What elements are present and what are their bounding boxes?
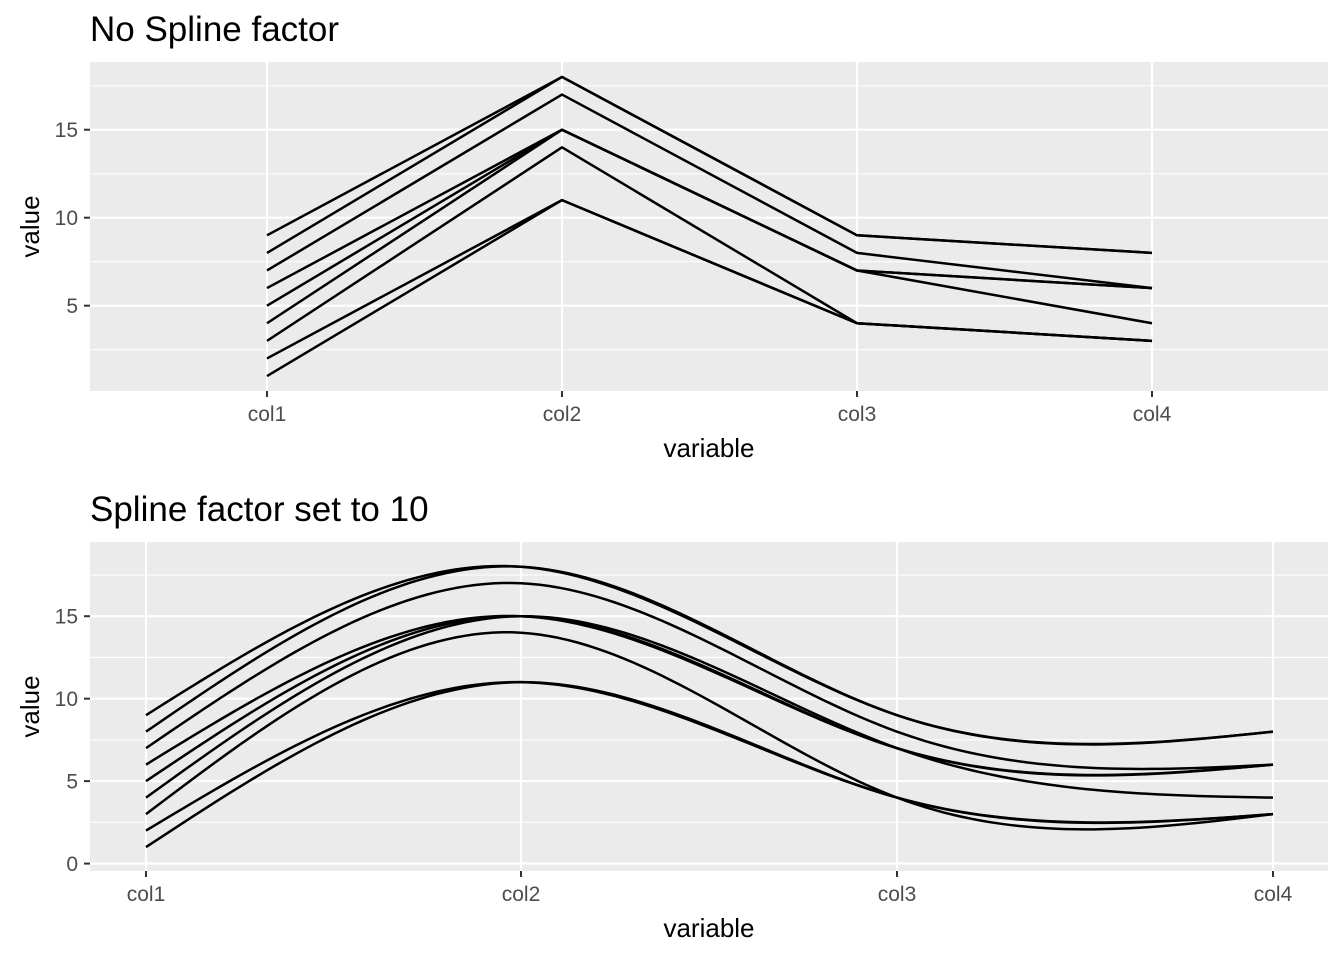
x-tick-label: col4 [1133,403,1172,426]
series-line-6 [145,614,1274,777]
x-tick-label: col4 [1254,883,1293,906]
series-line-3 [266,146,1153,343]
x-axis-title: variable [663,913,754,943]
chart-title: No Spline factor [90,10,339,49]
series-line-9 [266,75,1153,255]
series-lines [145,564,1274,849]
y-tick-label: 5 [66,295,78,318]
x-tick-label: col2 [543,403,582,426]
grid-lines [90,542,1328,871]
x-axis: col1 col2 col3 col4 [248,391,1172,426]
x-axis-title: variable [663,433,754,463]
x-tick-label: col1 [127,883,166,906]
series-line-9 [145,564,1274,746]
y-tick-label: 15 [55,606,78,629]
series-lines [266,75,1153,378]
x-tick-label: col2 [502,883,541,906]
series-line-6 [266,128,1153,290]
chart-title: Spline factor set to 10 [90,490,429,529]
y-tick-label: 0 [66,853,78,876]
series-line-4 [145,614,1274,799]
y-tick-label: 10 [55,207,78,230]
y-axis: 5 10 15 [55,119,90,318]
y-axis-title: value [15,195,45,257]
series-line-7 [266,93,1153,290]
series-line-7 [145,581,1274,771]
y-tick-label: 10 [55,688,78,711]
series-line-3 [145,631,1274,831]
x-axis: col1 col2 col3 col4 [127,871,1293,906]
y-axis-title: value [15,675,45,737]
y-axis: 0 5 10 15 [55,606,90,876]
series-line-2 [145,680,1274,832]
y-tick-label: 15 [55,119,78,142]
x-tick-label: col3 [878,883,917,906]
plot-background [90,62,1328,391]
y-tick-label: 5 [66,771,78,794]
grid-lines [90,62,1328,391]
x-tick-label: col1 [248,403,287,426]
x-tick-label: col3 [838,403,877,426]
